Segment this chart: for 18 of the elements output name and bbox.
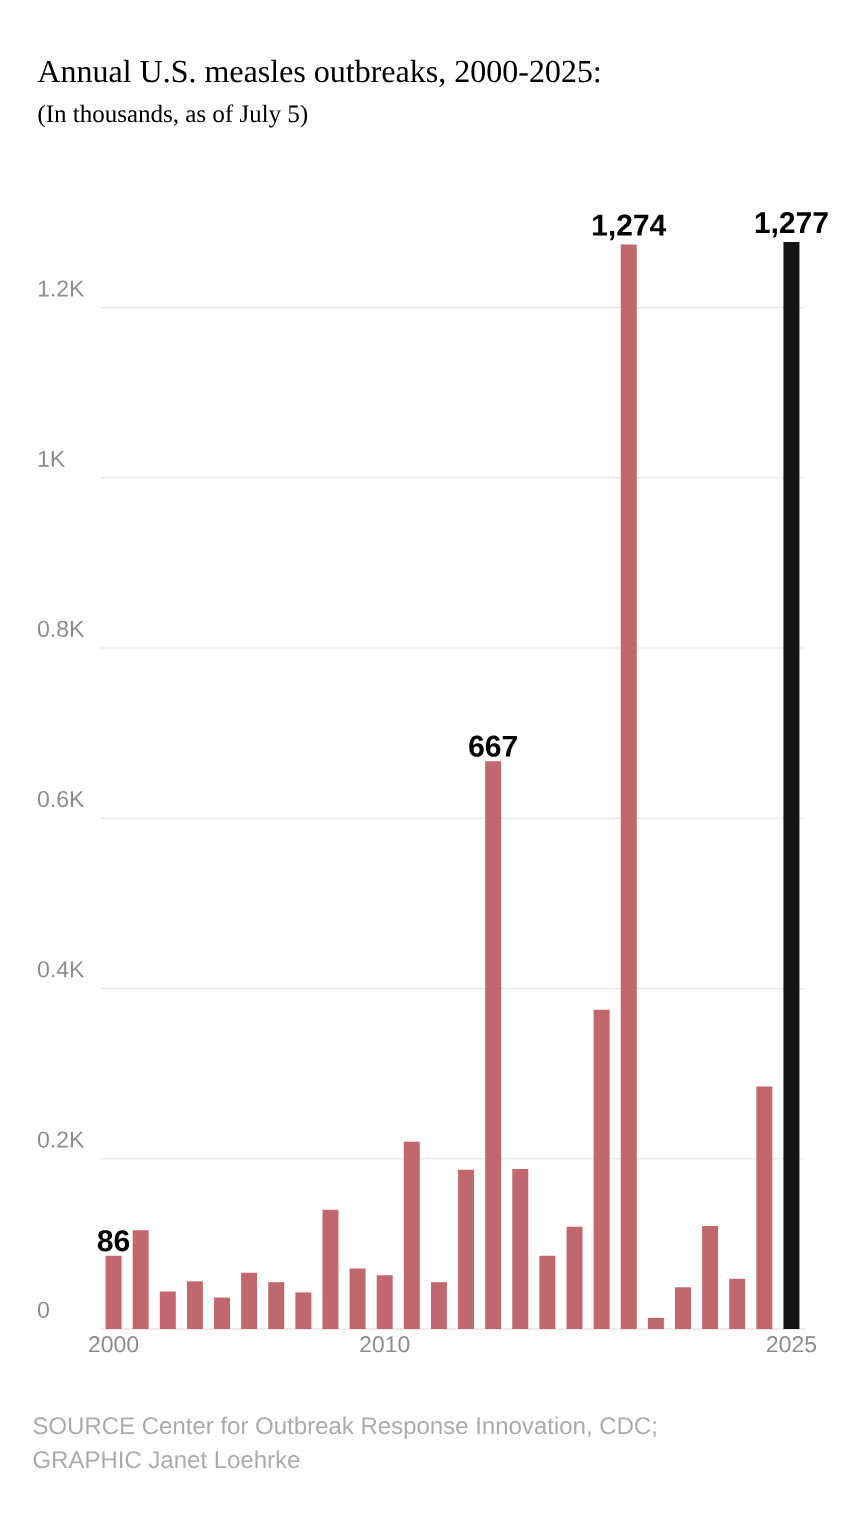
y-tick-label: 0.2K	[37, 1131, 85, 1148]
data-label: 1,277	[755, 211, 828, 238]
y-tick-label: 0.4K	[37, 961, 85, 978]
x-tick-label: 2000	[89, 1336, 139, 1353]
data-label: 667	[469, 735, 517, 757]
text: GRAPHIC Janet Loehrke	[33, 1450, 300, 1469]
y-tick-label: 0.6K	[37, 790, 85, 808]
chart-subtitle: (In thousands, as of July 5)	[38, 104, 308, 128]
x-tick-label: 2025	[767, 1336, 817, 1353]
y-tick-label: 1K	[38, 450, 65, 467]
source-note: SOURCE Center for Outbreak Response Innovation, CDC;	[33, 1416, 656, 1439]
data-label: 1,274	[593, 214, 667, 241]
data-label: 86	[97, 1230, 130, 1252]
y-tick-label: 0	[37, 1301, 49, 1318]
x-tick-label: 2010	[360, 1336, 410, 1353]
chart-title: Annual U.S. measles outbreaks, 2000-2025:	[37, 59, 600, 87]
y-tick-label: 0.8K	[37, 620, 85, 637]
y-tick-label: 1.2K	[38, 280, 85, 297]
